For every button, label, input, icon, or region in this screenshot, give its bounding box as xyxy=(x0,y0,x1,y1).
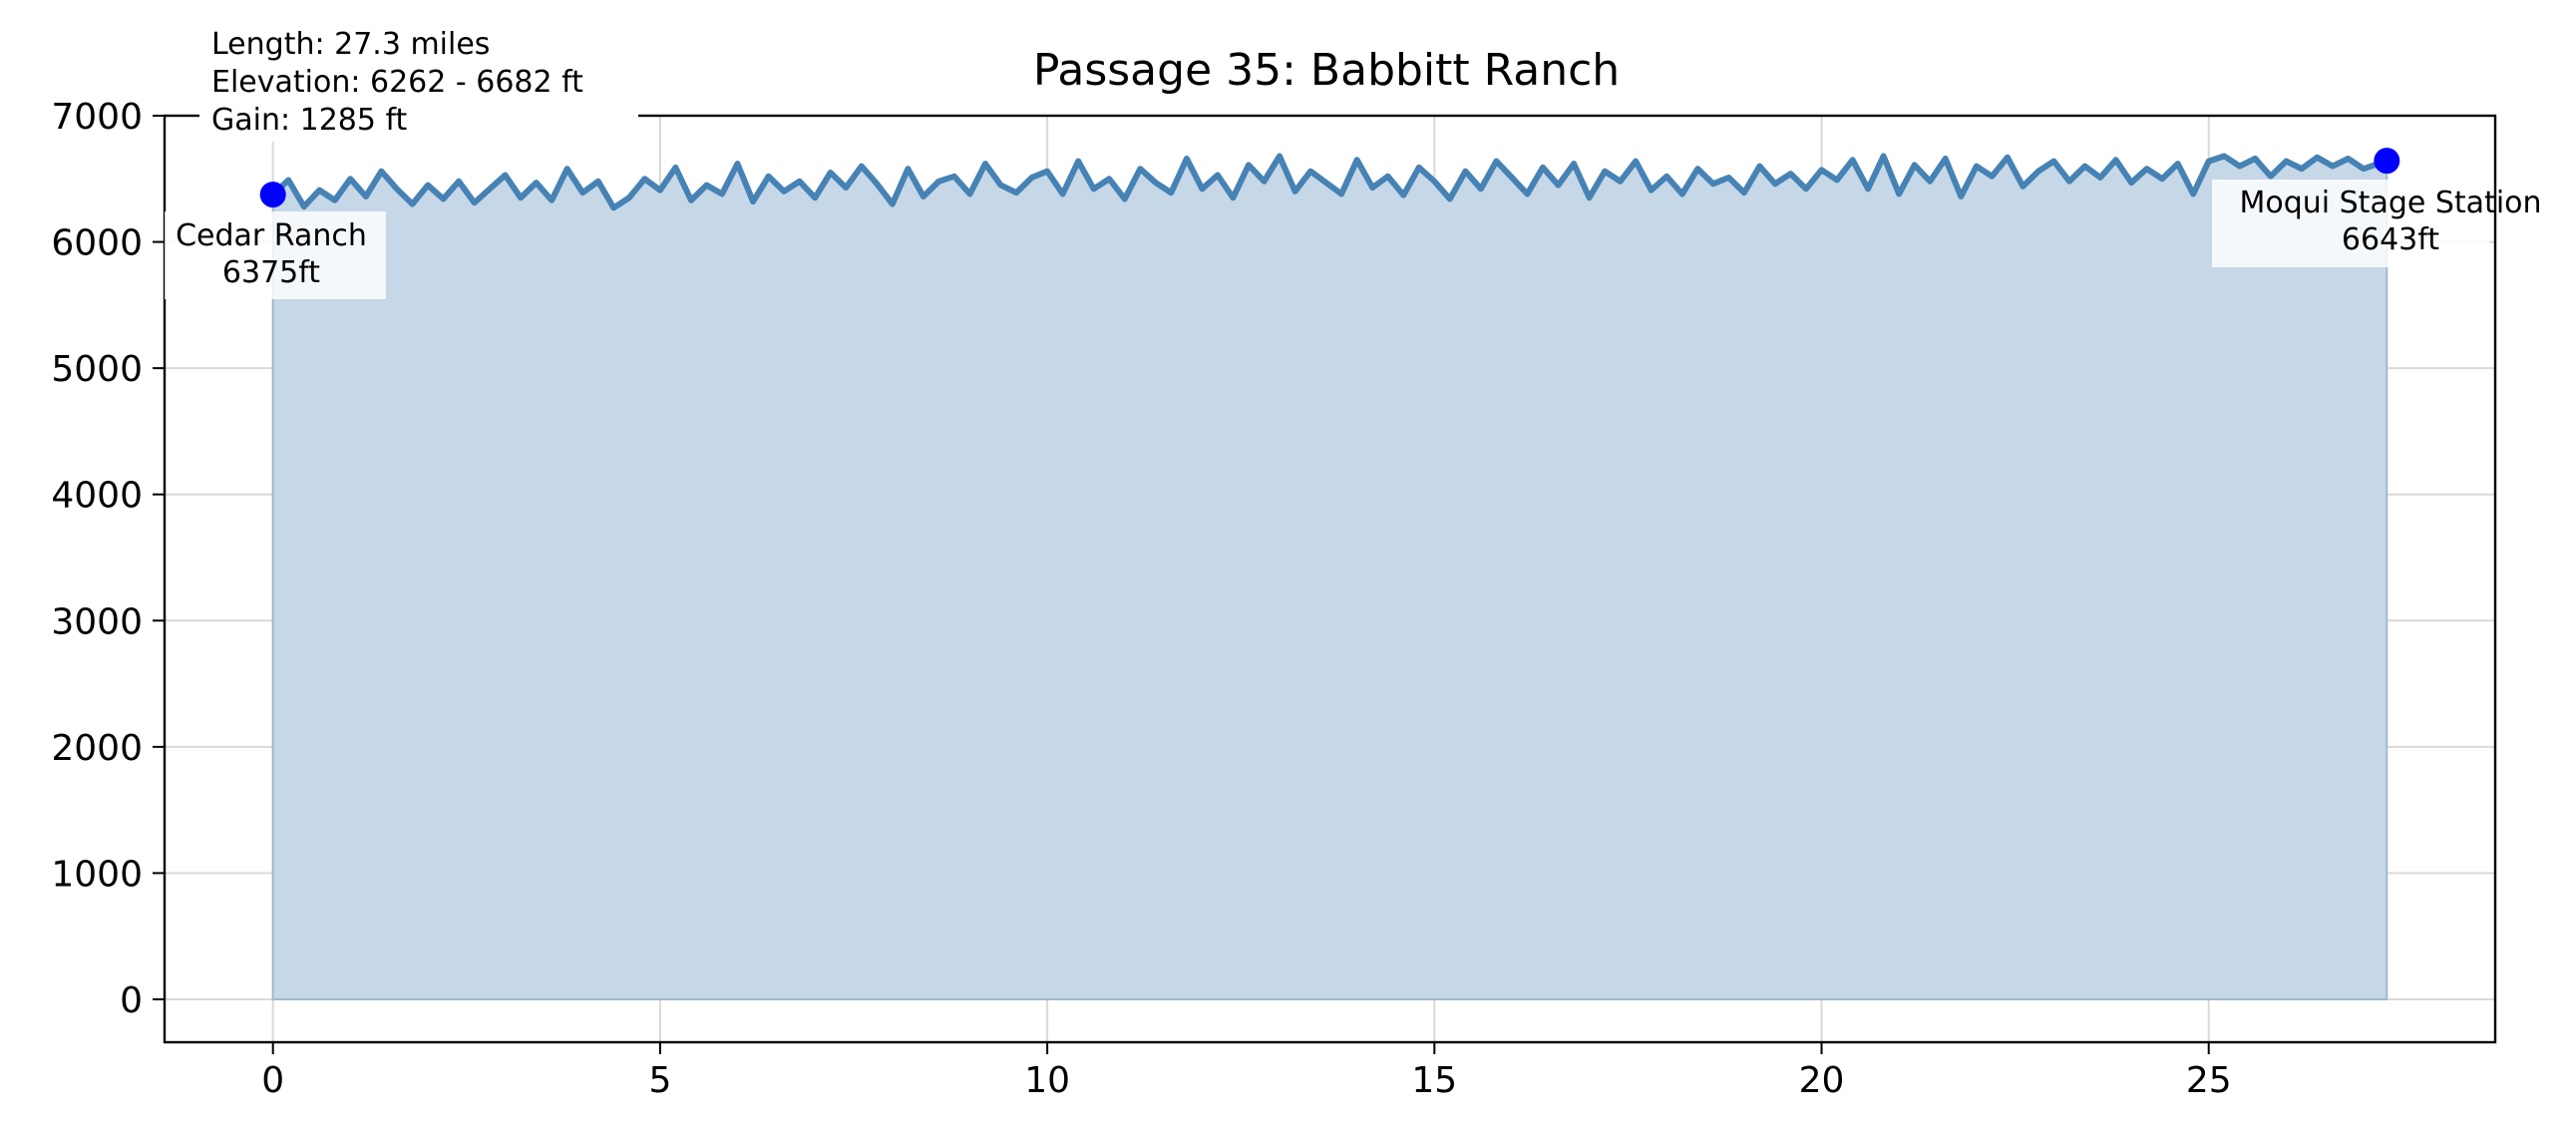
end-marker xyxy=(2374,148,2400,175)
x-tick-label: 10 xyxy=(1024,1060,1070,1101)
plot-frame xyxy=(163,114,2497,1044)
start-name: Cedar Ranch xyxy=(176,218,367,253)
axis-ticks: 0 5 10 15 20 25 0 1000 2000 3000 4000 5000 6000 7000 xyxy=(51,97,2231,1101)
y-tick-label: 6000 xyxy=(51,223,143,264)
y-tick-label: 1000 xyxy=(51,854,143,895)
info-gain: Gain: 1285 ft xyxy=(211,103,408,138)
end-elevation: 6643ft xyxy=(2342,222,2439,257)
start-elevation: 6375ft xyxy=(222,255,320,290)
x-tick-label: 25 xyxy=(2186,1060,2232,1101)
info-box: Length: 27.3 miles Elevation: 6262 - 668… xyxy=(199,18,638,142)
x-tick-label: 15 xyxy=(1411,1060,1457,1101)
x-tick-label: 5 xyxy=(648,1060,671,1101)
end-name: Moqui Stage Station xyxy=(2239,186,2541,220)
y-tick-label: 3000 xyxy=(51,601,143,642)
y-tick-label: 7000 xyxy=(51,97,143,138)
y-tick-label: 5000 xyxy=(51,349,143,390)
elevation-line xyxy=(270,153,2389,211)
x-tick-label: 20 xyxy=(1799,1060,1845,1101)
start-label: Cedar Ranch 6375ft xyxy=(165,211,386,299)
x-tick-label: 0 xyxy=(261,1060,284,1101)
info-elevation: Elevation: 6262 - 6682 ft xyxy=(211,65,583,100)
info-length: Length: 27.3 miles xyxy=(211,27,490,62)
chart-title: Passage 35: Babbitt Ranch xyxy=(1033,45,1620,96)
end-label: Moqui Stage Station 6643ft xyxy=(2212,180,2542,267)
y-tick-label: 2000 xyxy=(51,728,143,769)
y-tick-label: 0 xyxy=(120,980,143,1021)
y-tick-label: 4000 xyxy=(51,476,143,517)
start-marker xyxy=(259,182,286,208)
elevation-area xyxy=(271,154,2389,1000)
